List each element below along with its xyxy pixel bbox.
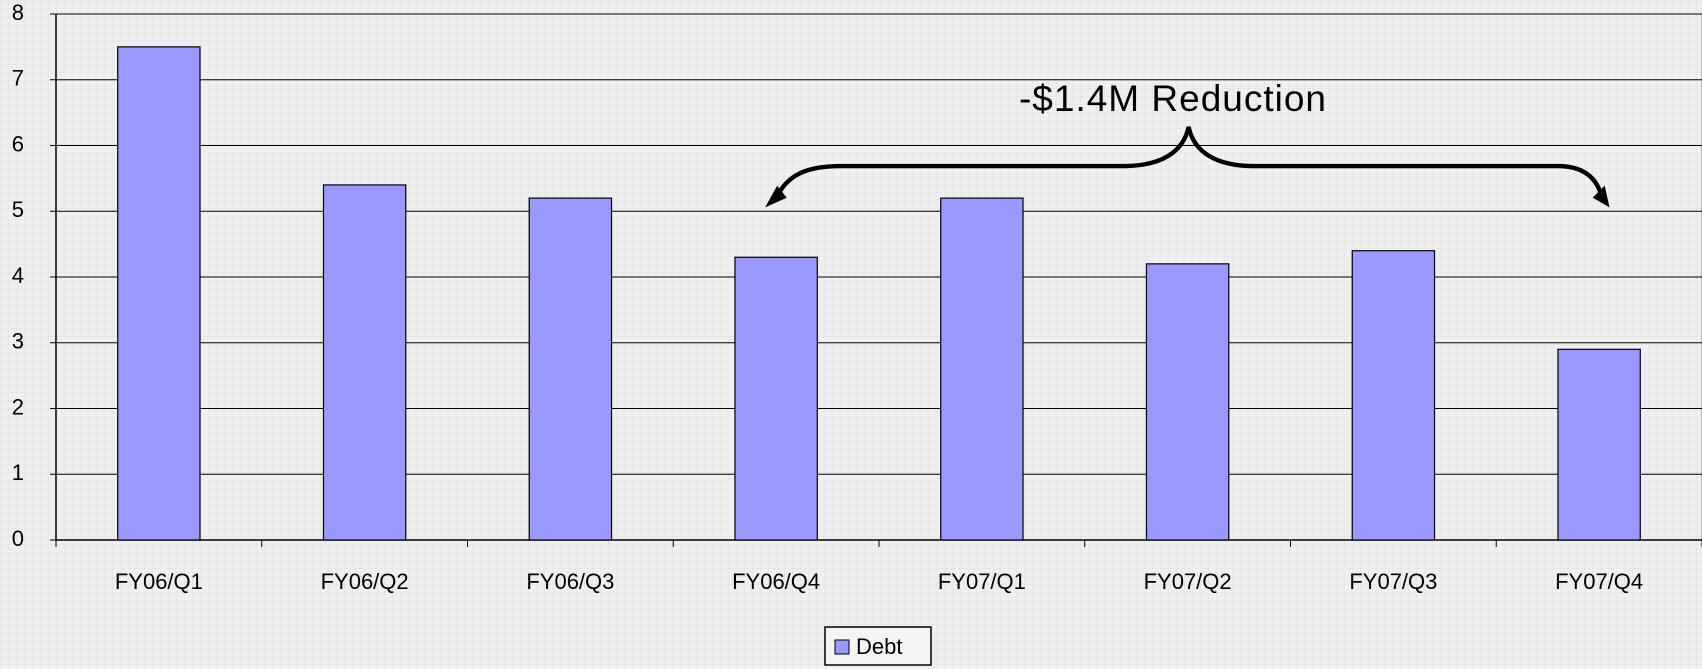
annotation-brace: [765, 126, 1610, 208]
x-tick-label: FY06/Q2: [321, 569, 409, 594]
legend-label: Debt: [856, 634, 902, 659]
annotation: -$1.4M Reduction: [1019, 78, 1327, 119]
y-tick-label: 7: [12, 66, 24, 91]
bar: [528, 197, 613, 541]
x-tick-label: FY07/Q4: [1555, 569, 1643, 594]
bar: [1351, 250, 1436, 541]
legend-swatch: [834, 639, 850, 655]
bar: [734, 256, 818, 541]
x-tick-label: FY07/Q3: [1349, 569, 1437, 594]
bar: [1557, 348, 1641, 541]
x-tick-label: FY07/Q1: [938, 569, 1026, 594]
x-tick-label: FY06/Q3: [526, 569, 614, 594]
y-tick-label: 0: [12, 526, 24, 551]
y-tick-label: 5: [12, 197, 24, 222]
bar: [322, 184, 407, 541]
x-tick-label: FY06/Q4: [732, 569, 820, 594]
bar: [117, 46, 201, 541]
y-tick-label: 3: [12, 329, 24, 354]
bar: [940, 197, 1024, 541]
y-tick-label: 4: [12, 263, 24, 288]
y-tick-label: 8: [12, 0, 24, 25]
y-tick-label: 2: [12, 394, 24, 419]
y-tick-label: 1: [12, 460, 24, 485]
x-tick-label: FY06/Q1: [115, 569, 203, 594]
x-tick-label: FY07/Q2: [1144, 569, 1232, 594]
bar: [1145, 263, 1230, 541]
y-tick-label: 6: [12, 131, 24, 156]
